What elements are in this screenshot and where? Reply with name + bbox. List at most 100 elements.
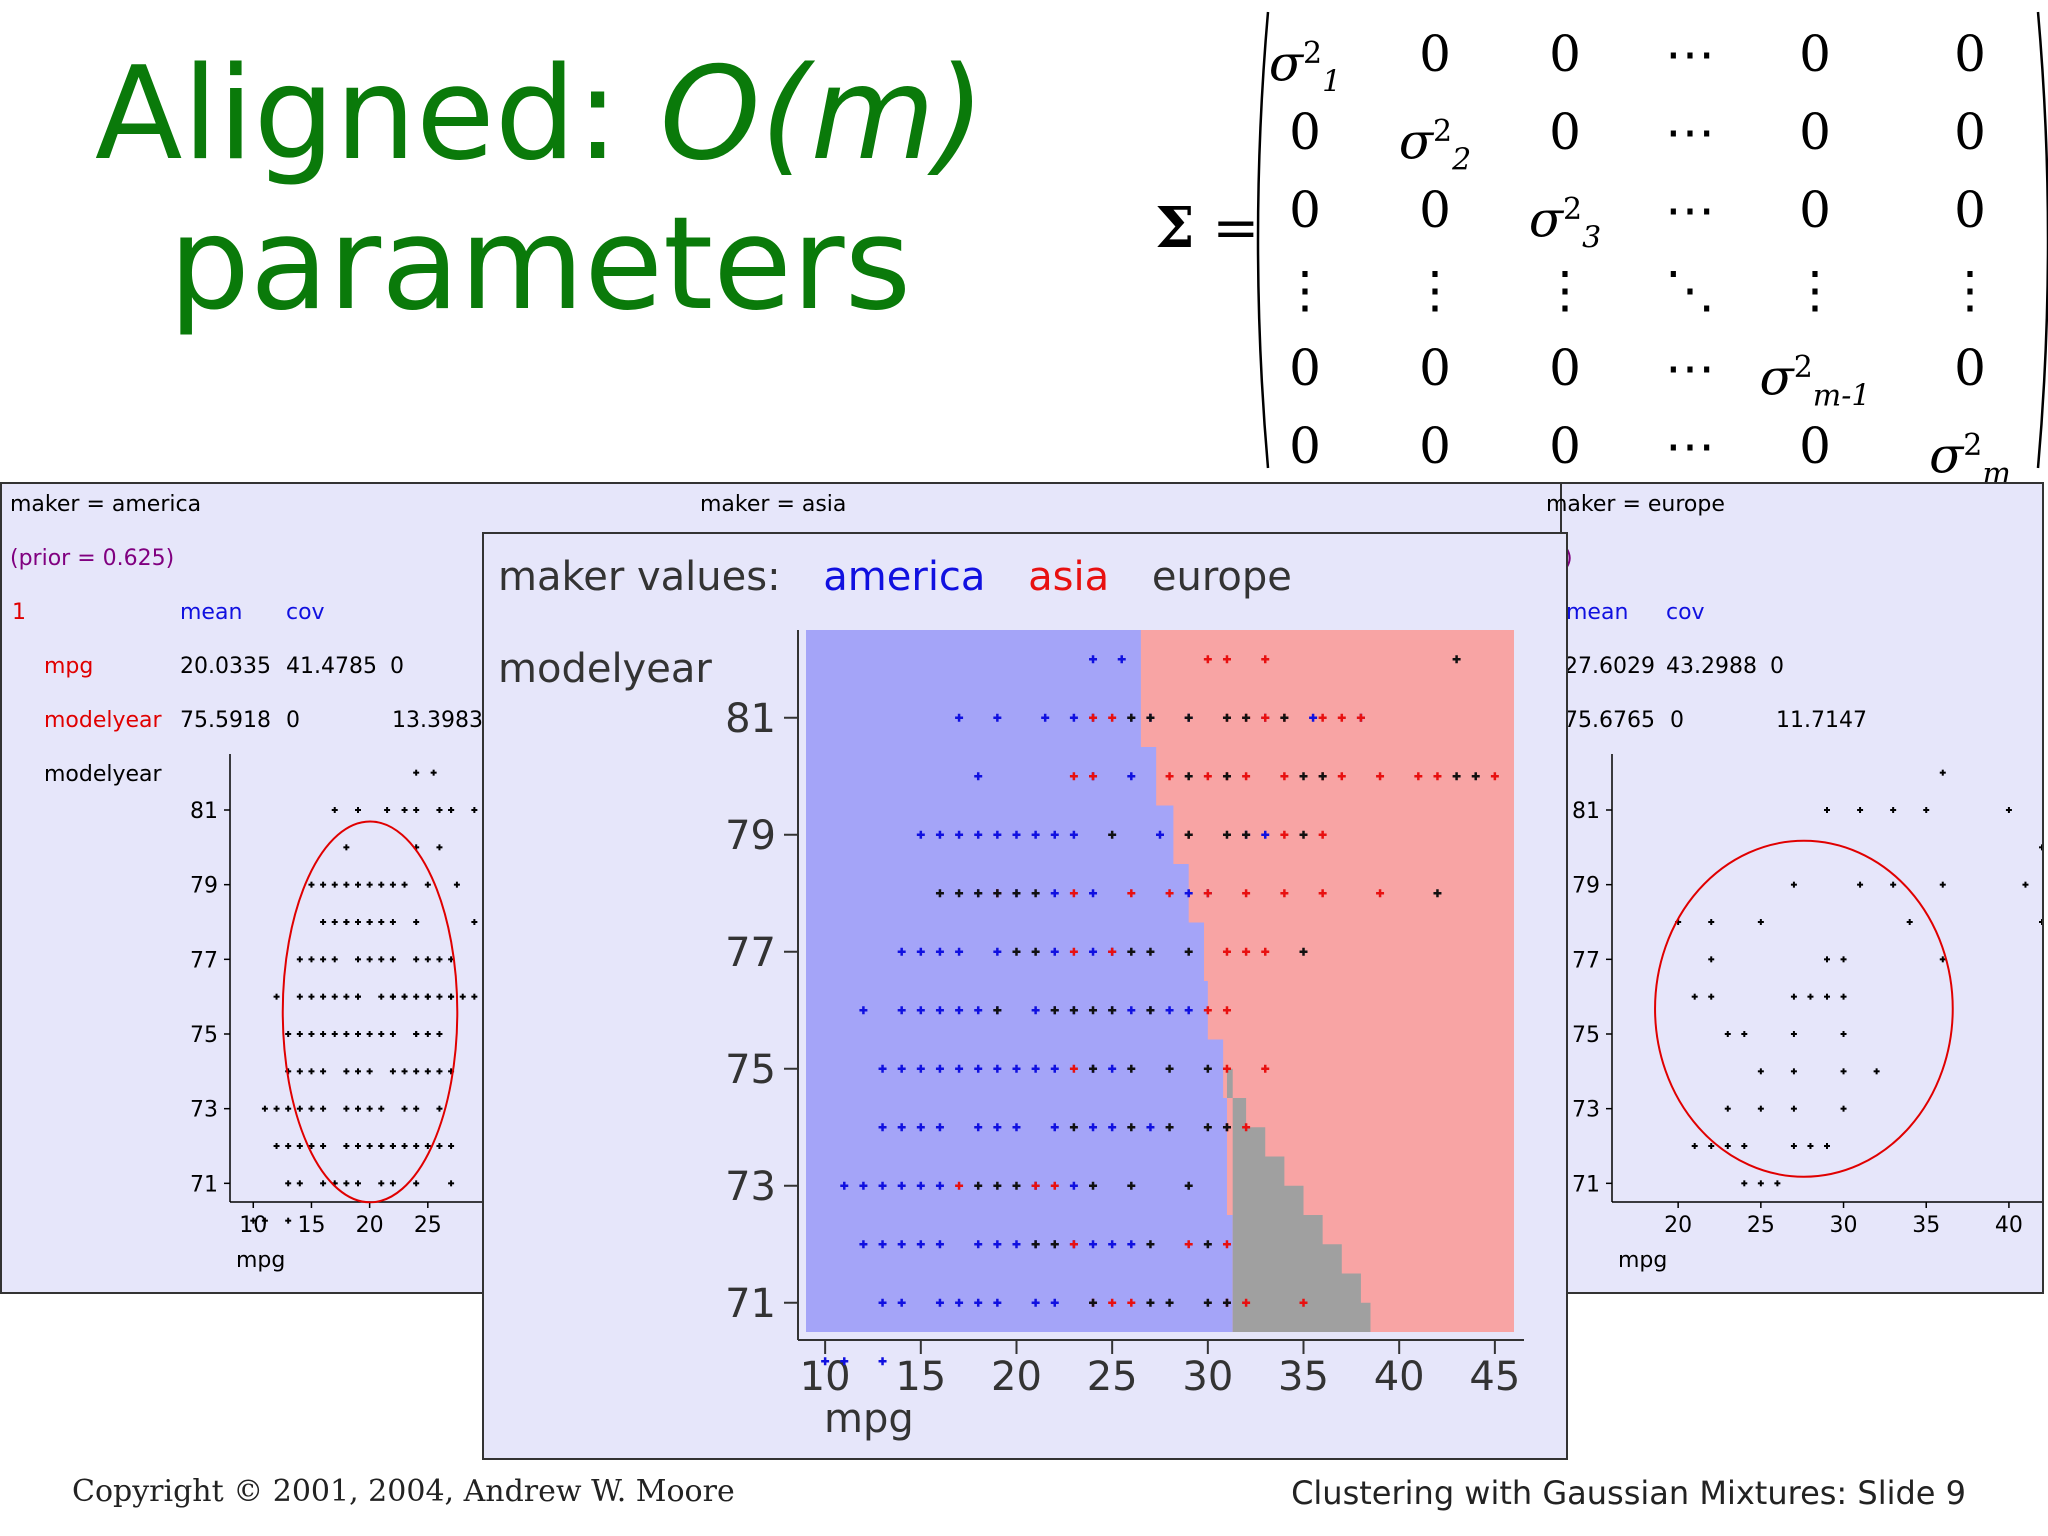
point-asia-53 bbox=[1184, 1240, 1193, 1249]
point-europe-8 bbox=[1222, 772, 1231, 781]
america-mini-point-13 bbox=[343, 844, 350, 851]
point-america-77 bbox=[1050, 1123, 1059, 1132]
point-america-75 bbox=[993, 1123, 1002, 1132]
matrix-cell-r4-c1: ⋮ bbox=[1280, 261, 1330, 319]
point-europe-57 bbox=[1146, 1298, 1155, 1307]
america-mini-point-89 bbox=[273, 1143, 280, 1149]
america-mini-point-47 bbox=[331, 993, 338, 1000]
europe-mini-point-35 bbox=[1724, 1105, 1731, 1112]
point-america-50 bbox=[1031, 1006, 1040, 1015]
matrix-cell-r6-c3: 0 bbox=[1549, 417, 1581, 475]
america-mini-point-127 bbox=[355, 993, 361, 1000]
point-europe-28 bbox=[1146, 947, 1155, 956]
america-mini-point-133 bbox=[413, 1031, 420, 1037]
point-europe-15 bbox=[1222, 830, 1231, 839]
point-asia-56 bbox=[1108, 1298, 1117, 1307]
america-mini-point-116 bbox=[424, 881, 431, 888]
matrix-cell-r3-c2: 0 bbox=[1419, 181, 1451, 239]
point-europe-56 bbox=[1089, 1298, 1098, 1307]
point-america-35 bbox=[897, 947, 906, 956]
x-tick-label-25: 25 bbox=[1087, 1354, 1138, 1400]
europe-mini-point-31 bbox=[1757, 1068, 1764, 1075]
europe-row2-cov1: 0 bbox=[1670, 708, 1684, 733]
europe-mini-point-48 bbox=[1774, 1180, 1781, 1187]
america-mini-point-140 bbox=[413, 1105, 420, 1112]
america-row2-cov1: 0 bbox=[286, 708, 300, 733]
america-mini-point-17 bbox=[320, 881, 327, 888]
point-america-67 bbox=[1050, 1064, 1059, 1073]
europe-mini-xtick-label-25: 25 bbox=[1747, 1213, 1775, 1238]
europe-mini-point-2 bbox=[1857, 807, 1864, 813]
america-mini-point-15 bbox=[436, 844, 443, 851]
point-asia-13 bbox=[1089, 772, 1098, 781]
europe-mini-point-22 bbox=[1708, 993, 1715, 1000]
slide-title-line2: parameters bbox=[168, 190, 912, 339]
america-mini-point-21 bbox=[366, 881, 373, 888]
point-america-113 bbox=[878, 1357, 887, 1366]
point-america-83 bbox=[878, 1181, 887, 1190]
point-america-73 bbox=[935, 1123, 944, 1132]
point-america-103 bbox=[878, 1298, 887, 1307]
europe-mini-point-0 bbox=[1939, 769, 1946, 776]
matrix-cell-r6-c6: σ2m bbox=[1929, 426, 2011, 492]
matrix-cell-r5-c3: 0 bbox=[1549, 339, 1581, 397]
point-europe-47 bbox=[993, 1181, 1002, 1190]
point-america-16 bbox=[916, 830, 925, 839]
point-america-58 bbox=[878, 1064, 887, 1073]
matrix-cell-r3-c6: 0 bbox=[1954, 181, 1986, 239]
point-europe-14 bbox=[1184, 830, 1193, 839]
america-mini-point-6 bbox=[413, 807, 420, 813]
america-mini-point-124 bbox=[378, 956, 385, 963]
point-asia-15 bbox=[1203, 772, 1212, 781]
america-mini-point-3 bbox=[355, 807, 361, 813]
america-mini-point-76 bbox=[366, 1068, 373, 1075]
point-europe-51 bbox=[1184, 1181, 1193, 1190]
point-asia-4 bbox=[1108, 713, 1117, 722]
america-mini-point-69 bbox=[424, 1031, 431, 1037]
slide-title: Aligned: O(m) parameters bbox=[80, 40, 1000, 340]
europe-mini-point-18 bbox=[1824, 956, 1830, 963]
matrix-cell-r2-c5: 0 bbox=[1799, 103, 1831, 161]
point-europe-34 bbox=[1089, 1006, 1098, 1015]
europe-row1-mean: 27.6029 bbox=[1564, 654, 1655, 679]
europe-mini-point-43 bbox=[1790, 1143, 1797, 1149]
point-europe-39 bbox=[1165, 1064, 1174, 1073]
point-asia-29 bbox=[1069, 889, 1078, 898]
matrix-cell-r5-c2: 0 bbox=[1419, 339, 1451, 397]
europe-mini-ytick-label-73: 73 bbox=[1572, 1098, 1600, 1123]
america-mini-point-86 bbox=[320, 1105, 327, 1112]
america-ylabel: modelyear bbox=[44, 762, 162, 787]
point-america-21 bbox=[1012, 830, 1021, 839]
america-mini-point-19 bbox=[343, 881, 350, 888]
america-mini-point-111 bbox=[250, 1217, 257, 1224]
legend-europe: europe bbox=[1151, 554, 1292, 600]
matrix-cell-r4-c6: ⋮ bbox=[1945, 261, 1995, 319]
point-asia-59 bbox=[1242, 1298, 1251, 1307]
america-mini-point-109 bbox=[378, 1180, 385, 1187]
america-mini-point-36 bbox=[308, 956, 315, 963]
point-america-74 bbox=[974, 1123, 983, 1132]
matrix-cell-r4-c4: ⋱ bbox=[1665, 261, 1715, 319]
america-mini-point-85 bbox=[308, 1105, 315, 1112]
point-europe-50 bbox=[1127, 1181, 1136, 1190]
america-mini-ytick-label-75: 75 bbox=[190, 1023, 218, 1048]
america-row1-name: mpg bbox=[44, 654, 94, 679]
america-mini-point-119 bbox=[343, 919, 350, 925]
point-asia-52 bbox=[1069, 1240, 1078, 1249]
america-mini-point-142 bbox=[378, 1143, 385, 1149]
point-america-108 bbox=[993, 1298, 1002, 1307]
matrix-cell-r6-c4: ⋯ bbox=[1665, 417, 1715, 475]
y-tick-label-73: 73 bbox=[725, 1164, 776, 1210]
europe-mini-point-4 bbox=[1923, 807, 1930, 813]
point-america-43 bbox=[859, 1006, 868, 1015]
point-asia-48 bbox=[1242, 1123, 1251, 1132]
sigma-lhs: Σ = bbox=[1155, 195, 1259, 261]
europe-mini-ytick-label-79: 79 bbox=[1572, 874, 1600, 899]
europe-mini-point-33 bbox=[1840, 1068, 1847, 1075]
matrix-cell-r2-c1: 0 bbox=[1289, 103, 1321, 161]
america-mini-point-48 bbox=[343, 993, 350, 1000]
america-mini-point-67 bbox=[389, 1031, 396, 1037]
europe-mini-point-1 bbox=[1824, 807, 1830, 813]
point-asia-18 bbox=[1280, 772, 1289, 781]
america-mini-point-44 bbox=[296, 993, 303, 1000]
